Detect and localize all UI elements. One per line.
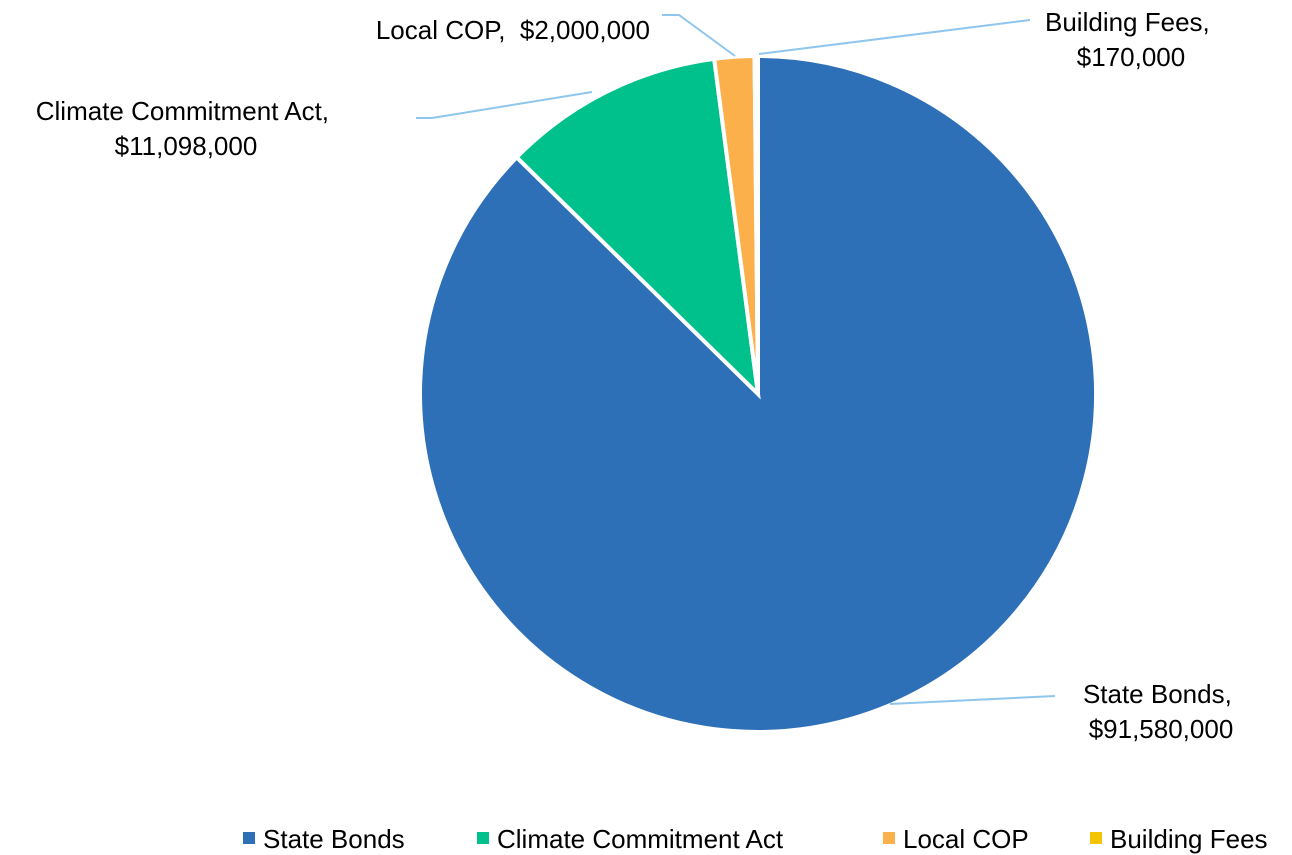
legend-label-building-fees: Building Fees <box>1110 824 1268 854</box>
leader-line-climate-commitment-act <box>416 91 593 119</box>
pie-slices <box>418 53 1098 734</box>
data-label-local-cop: Local COP, $2,000,000 <box>376 15 650 45</box>
legend-swatch-local-cop <box>883 832 895 844</box>
data-label-state-bonds: State Bonds, $91,580,000 <box>1083 679 1239 744</box>
legend-label-climate-commitment-act: Climate Commitment Act <box>497 824 784 854</box>
legend-swatch-state-bonds <box>243 832 255 844</box>
legend-swatch-building-fees <box>1090 832 1102 844</box>
legend-swatch-climate-commitment-act <box>477 832 489 844</box>
legend-label-local-cop: Local COP <box>903 824 1029 854</box>
legend-label-state-bonds: State Bonds <box>263 824 405 854</box>
pie-slice-climate-commitment-act <box>513 56 761 400</box>
legend: State Bonds Climate Commitment Act Local… <box>243 824 1268 854</box>
data-label-building-fees: Building Fees, $170,000 <box>1045 7 1217 72</box>
pie-slice-building-fees <box>752 53 760 395</box>
leader-line-state-bonds <box>889 695 1056 705</box>
data-label-climate-commitment-act: Climate Commitment Act, $11,098,000 <box>36 96 337 161</box>
leader-line-building-fees <box>758 19 1031 55</box>
leader-line-local-cop <box>662 14 736 57</box>
leader-lines <box>416 14 1056 705</box>
